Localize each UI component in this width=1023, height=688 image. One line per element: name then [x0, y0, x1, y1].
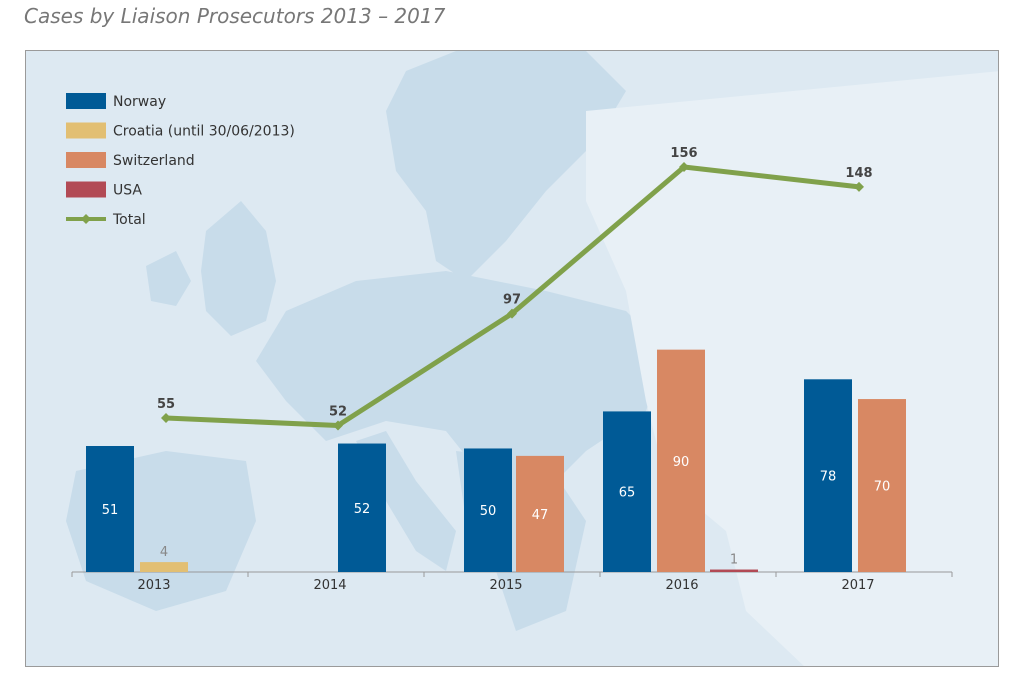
legend-label-norway: Norway: [113, 94, 166, 110]
legend-swatch-switzerland: [66, 152, 106, 168]
map-scandinavia: [386, 51, 626, 281]
bar-norway-2013: [86, 446, 134, 572]
total-point-2014: [333, 420, 343, 431]
legend-label-total: Total: [112, 212, 146, 228]
bar-switzerland-2015: [516, 455, 564, 572]
total-point-2016: [679, 162, 689, 172]
bars: 51 4 52 50 47 65 90 1 78 70: [86, 349, 906, 572]
bar-value-switzerland-2016: 90: [673, 455, 690, 470]
bar-norway-2016: [603, 411, 651, 572]
legend-label-switzerland: Switzerland: [113, 153, 195, 169]
chart-title: Cases by Liaison Prosecutors 2013 – 2017: [24, 4, 446, 28]
bar-norway-2015: [464, 448, 512, 572]
map-british-isles: [201, 201, 276, 336]
total-value-2013: 55: [157, 397, 175, 412]
tick-label-2016: 2016: [665, 578, 698, 593]
tick-label-2015: 2015: [489, 578, 522, 593]
tick-label-2013: 2013: [137, 578, 170, 593]
bar-value-norway-2017: 78: [820, 470, 837, 485]
legend-swatch-usa: [66, 181, 106, 198]
legend-label-usa: USA: [113, 183, 142, 199]
total-point-2015: [507, 308, 517, 319]
map-mainland: [256, 271, 666, 491]
total-point-2013: [161, 413, 171, 423]
legend-swatch-marker-total: [81, 214, 91, 224]
bar-value-croatia-until-30-06-2013-2013: 4: [160, 545, 168, 560]
bar-value-norway-2013: 51: [102, 503, 119, 518]
bar-croatia-until-30-06-2013-2013: [140, 562, 188, 572]
tick-label-2017: 2017: [841, 578, 874, 593]
legend: Norway Croatia (until 30/06/2013) Switzerl…: [66, 93, 295, 228]
bar-value-norway-2015: 50: [480, 504, 497, 519]
chart-frame: Norway Croatia (until 30/06/2013) Switzerl…: [25, 50, 999, 667]
europe-map-background: [66, 51, 998, 666]
total-value-2015: 97: [503, 293, 521, 308]
bar-switzerland-2016: [657, 349, 705, 572]
bar-norway-2014: [338, 443, 386, 572]
bar-value-switzerland-2017: 70: [874, 480, 891, 495]
total-line: 55 52 97 156 148: [157, 146, 873, 431]
total-point-2017: [854, 181, 864, 192]
tick-label-2014: 2014: [313, 578, 346, 593]
bar-value-switzerland-2015: 47: [532, 508, 549, 523]
total-value-2014: 52: [329, 404, 347, 419]
total-value-2016: 156: [670, 146, 697, 161]
bar-usa-2016: [710, 569, 758, 572]
bar-switzerland-2017: [858, 399, 906, 572]
bar-value-norway-2014: 52: [354, 502, 371, 517]
map-ireland: [146, 251, 191, 306]
map-east: [586, 71, 998, 666]
legend-swatch-croatia-until-30-06-2013: [66, 122, 106, 139]
legend-swatch-norway: [66, 93, 106, 109]
total-value-2017: 148: [845, 166, 872, 181]
bar-norway-2017: [804, 379, 852, 572]
bar-value-norway-2016: 65: [619, 486, 636, 501]
bar-value-usa-2016: 1: [730, 553, 738, 568]
legend-label-croatia-until-30-06-2013: Croatia (until 30/06/2013): [113, 124, 295, 140]
chart-svg: Norway Croatia (until 30/06/2013) Switzerl…: [66, 51, 998, 666]
